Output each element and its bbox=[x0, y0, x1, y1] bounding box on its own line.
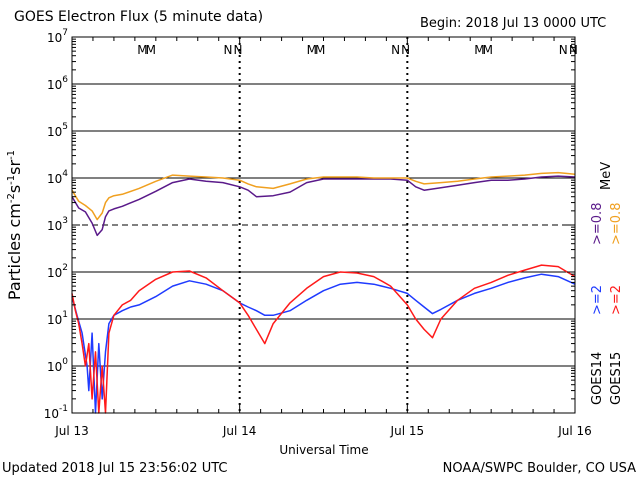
event-marker: N bbox=[401, 43, 410, 57]
series-line-3 bbox=[71, 264, 576, 414]
series-line-1 bbox=[71, 171, 576, 221]
y-tick-label: 102 bbox=[47, 263, 68, 280]
x-axis-title: Universal Time bbox=[279, 443, 368, 457]
y-tick-label: 107 bbox=[47, 28, 68, 45]
event-marker: M bbox=[315, 43, 325, 57]
svg-text:GOES15: GOES15 bbox=[609, 352, 624, 405]
x-tick-label: Jul 15 bbox=[390, 424, 425, 438]
y-axis-title: Particles cm-2s-1sr-1 bbox=[5, 150, 24, 300]
svg-text:Particles cm-2s-1sr-1: Particles cm-2s-1sr-1 bbox=[5, 150, 24, 300]
event-marker: N bbox=[559, 43, 568, 57]
event-marker: N bbox=[223, 43, 232, 57]
begin-date: Begin: 2018 Jul 13 0000 UTC bbox=[420, 16, 607, 31]
legend-goes14-ge08: >=0.8 bbox=[590, 203, 605, 245]
svg-text:>=2: >=2 bbox=[590, 285, 605, 315]
event-marker: M bbox=[137, 43, 147, 57]
legend-goes15: GOES15 bbox=[609, 352, 624, 405]
svg-text:>=0.8: >=0.8 bbox=[609, 203, 624, 245]
y-tick-label: 103 bbox=[47, 216, 68, 233]
chart-title: GOES Electron Flux (5 minute data) bbox=[14, 9, 264, 25]
y-tick-label: 10-1 bbox=[44, 404, 68, 421]
legend-mev: MeV bbox=[599, 162, 614, 190]
credit-label: NOAA/SWPC Boulder, CO USA bbox=[442, 461, 636, 476]
event-marker: M bbox=[483, 43, 493, 57]
axis-ticks bbox=[71, 36, 576, 414]
legend-goes14: GOES14 bbox=[590, 352, 605, 405]
legend-goes14-ge2: >=2 bbox=[590, 285, 605, 315]
y-tick-label: 104 bbox=[47, 169, 68, 186]
event-marker: N bbox=[233, 43, 242, 57]
series-line-2 bbox=[71, 273, 576, 414]
svg-text:GOES14: GOES14 bbox=[590, 352, 605, 405]
y-tick-label: 106 bbox=[47, 75, 68, 92]
event-markers: MM N N MM N N MM N N bbox=[137, 43, 578, 57]
legend-goes15-ge08: >=0.8 bbox=[609, 203, 624, 245]
y-tick-label: 105 bbox=[47, 122, 68, 139]
legend-goes15-ge2: >=2 bbox=[609, 285, 624, 315]
x-tick-label: Jul 14 bbox=[222, 424, 257, 438]
updated-timestamp: Updated 2018 Jul 15 23:56:02 UTC bbox=[2, 461, 228, 476]
x-tick-label: Jul 16 bbox=[557, 424, 592, 438]
grid-lines bbox=[72, 37, 575, 413]
y-tick-label: 101 bbox=[47, 310, 68, 327]
y-tick-label: 100 bbox=[47, 357, 68, 374]
series-line-0 bbox=[71, 175, 576, 237]
event-marker: M bbox=[146, 43, 156, 57]
event-marker: N bbox=[569, 43, 578, 57]
event-marker: N bbox=[391, 43, 400, 57]
svg-text:MeV: MeV bbox=[599, 162, 614, 190]
y-tick-labels: 10-1 100 101 102 103 104 105 106 107 bbox=[44, 28, 69, 421]
event-marker: M bbox=[474, 43, 484, 57]
x-tick-labels: Jul 13 Jul 14 Jul 15 Jul 16 bbox=[54, 424, 592, 438]
x-tick-label: Jul 13 bbox=[54, 424, 89, 438]
series-lines bbox=[71, 171, 576, 414]
event-marker: M bbox=[307, 43, 317, 57]
svg-text:>=0.8: >=0.8 bbox=[590, 203, 605, 245]
svg-text:>=2: >=2 bbox=[609, 285, 624, 315]
